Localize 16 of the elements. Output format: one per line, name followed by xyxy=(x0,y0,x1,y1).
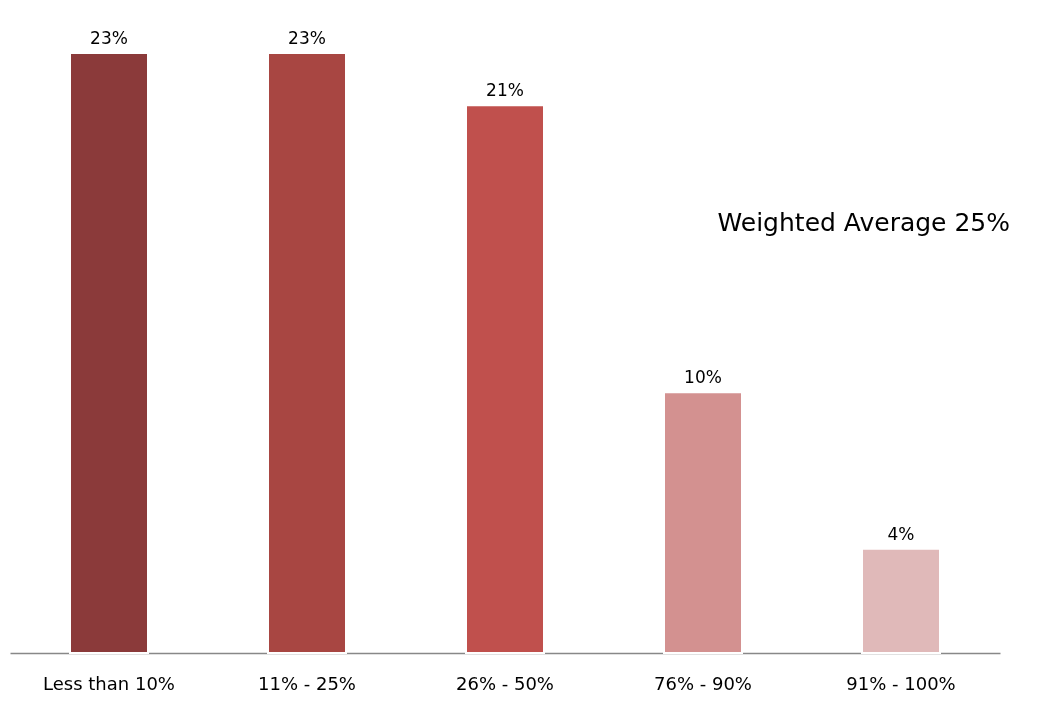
data-label: 21% xyxy=(486,80,524,101)
x-tick-label: 11% - 25% xyxy=(258,672,356,694)
x-tick-label: 91% - 100% xyxy=(846,672,956,694)
data-label: 23% xyxy=(90,28,128,48)
annotation: Weighted Average 25% xyxy=(717,208,1010,237)
x-tick-label: Less than 10% xyxy=(43,672,175,694)
bar xyxy=(861,547,941,654)
data-label: 23% xyxy=(288,28,326,48)
data-label: 10% xyxy=(684,367,722,388)
data-label: 4% xyxy=(887,523,915,544)
bar xyxy=(267,52,347,654)
bar xyxy=(465,104,545,654)
bar xyxy=(663,391,743,654)
bar xyxy=(69,52,149,654)
x-tick-label: 76% - 90% xyxy=(654,672,752,694)
x-tick-label: 26% - 50% xyxy=(456,672,554,694)
